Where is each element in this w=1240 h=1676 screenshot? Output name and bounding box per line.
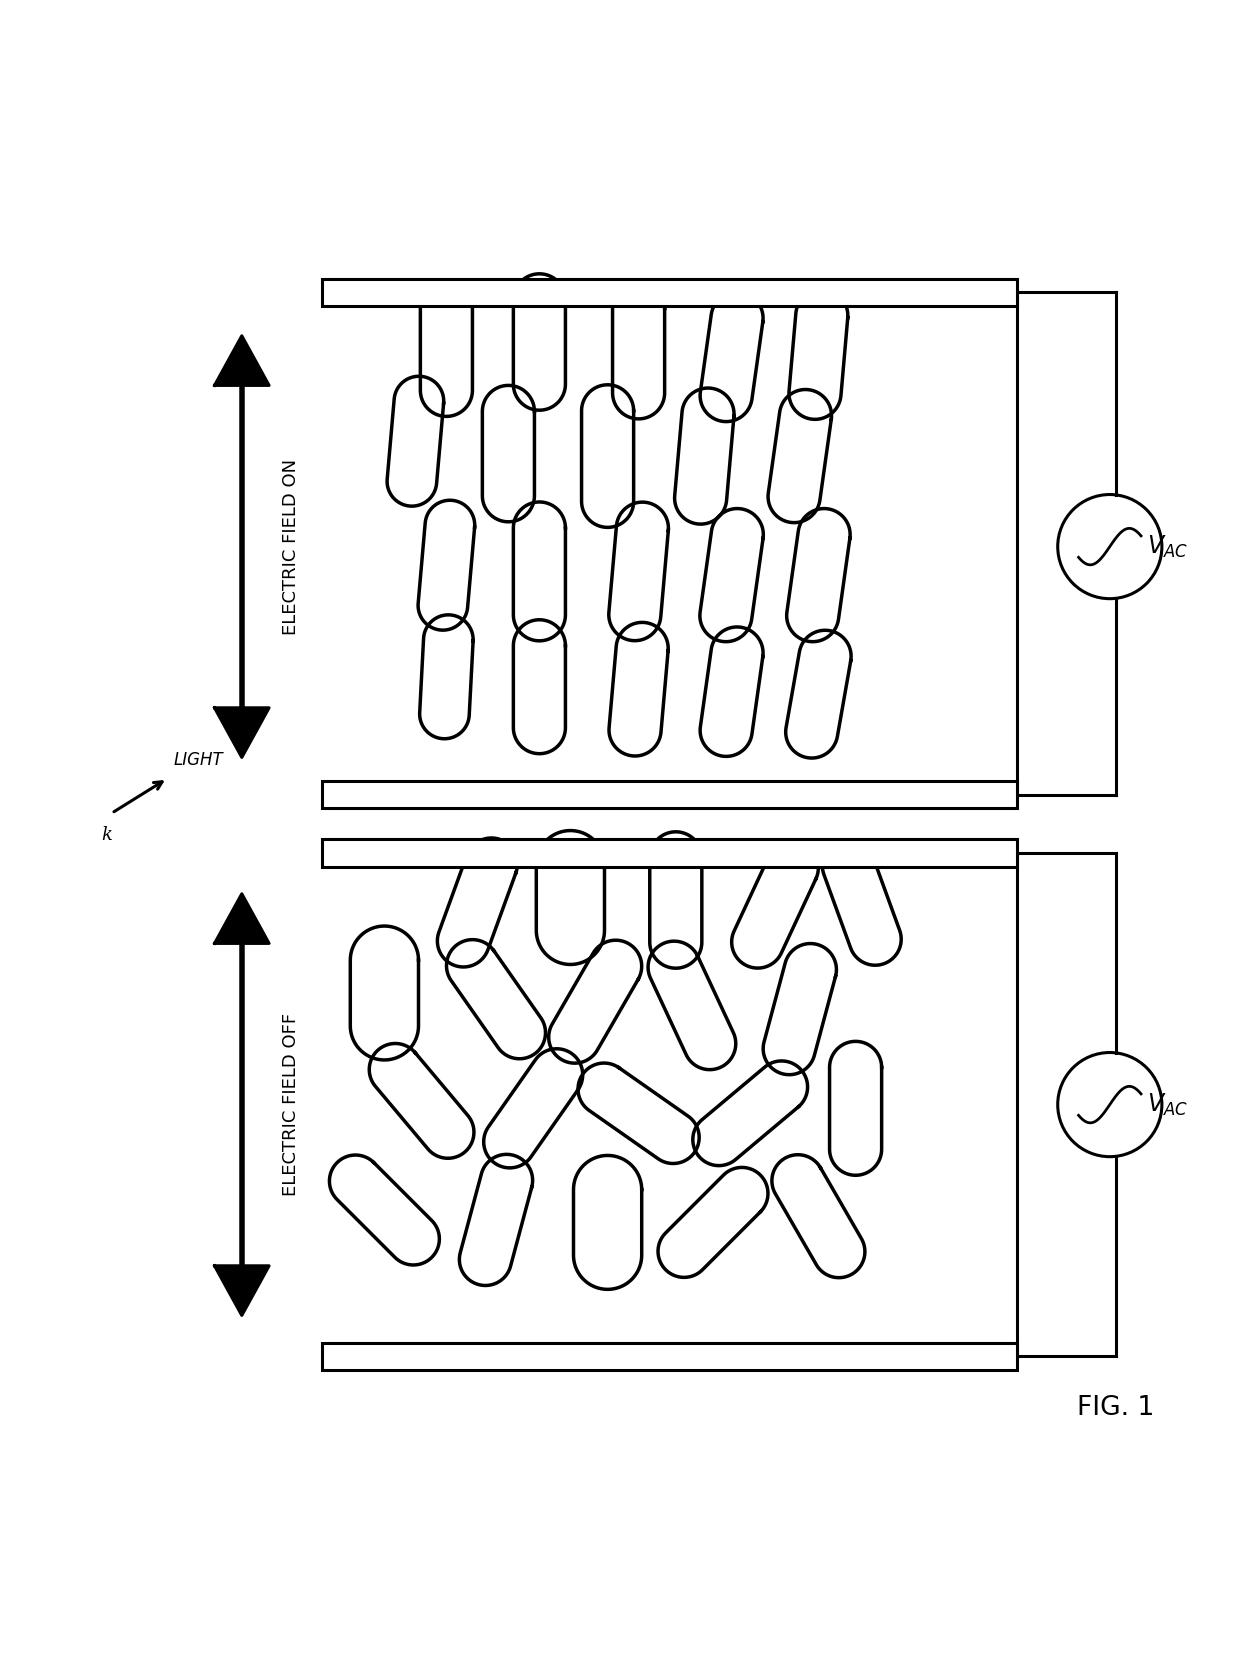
Polygon shape [418,499,475,630]
Polygon shape [701,292,763,422]
Polygon shape [215,707,269,758]
Text: LIGHT: LIGHT [174,751,223,769]
Polygon shape [350,927,419,1059]
Polygon shape [649,942,735,1069]
Polygon shape [786,630,851,758]
Polygon shape [658,1168,768,1277]
Text: $V_{AC}$: $V_{AC}$ [1147,533,1188,560]
Bar [322,278,1017,307]
Polygon shape [763,944,837,1074]
Polygon shape [482,385,534,521]
Polygon shape [387,377,444,506]
Polygon shape [549,940,641,1063]
Text: ELECTRIC FIELD OFF: ELECTRIC FIELD OFF [283,1012,300,1197]
Bar [322,1342,1017,1369]
Polygon shape [582,385,634,528]
Polygon shape [701,627,763,756]
Polygon shape [830,1041,882,1175]
Polygon shape [768,389,832,523]
Polygon shape [732,841,818,969]
Polygon shape [693,1061,807,1165]
Polygon shape [699,508,764,642]
Polygon shape [446,940,546,1059]
Text: $V_{AC}$: $V_{AC}$ [1147,1091,1188,1118]
Polygon shape [330,1155,439,1265]
Polygon shape [419,615,474,739]
Polygon shape [613,283,665,419]
Polygon shape [370,1044,474,1158]
Polygon shape [609,503,668,640]
Polygon shape [513,273,565,411]
Polygon shape [513,503,565,640]
Polygon shape [215,893,269,944]
Polygon shape [438,838,517,967]
Polygon shape [573,1155,642,1289]
Bar [322,781,1017,808]
Polygon shape [773,1155,864,1277]
Polygon shape [578,1063,699,1163]
Polygon shape [420,280,472,416]
Text: FIG. 1: FIG. 1 [1078,1394,1154,1421]
Polygon shape [484,1049,583,1168]
Bar [322,840,1017,866]
Polygon shape [536,831,605,964]
Polygon shape [215,335,269,385]
Polygon shape [786,508,851,642]
Polygon shape [675,389,734,525]
Polygon shape [513,620,565,754]
Text: k: k [102,826,112,843]
Text: ELECTRIC FIELD ON: ELECTRIC FIELD ON [283,459,300,635]
Polygon shape [215,1265,269,1316]
Polygon shape [789,290,848,419]
Polygon shape [822,840,901,965]
Polygon shape [459,1155,533,1285]
Polygon shape [650,831,702,969]
Polygon shape [609,622,668,756]
